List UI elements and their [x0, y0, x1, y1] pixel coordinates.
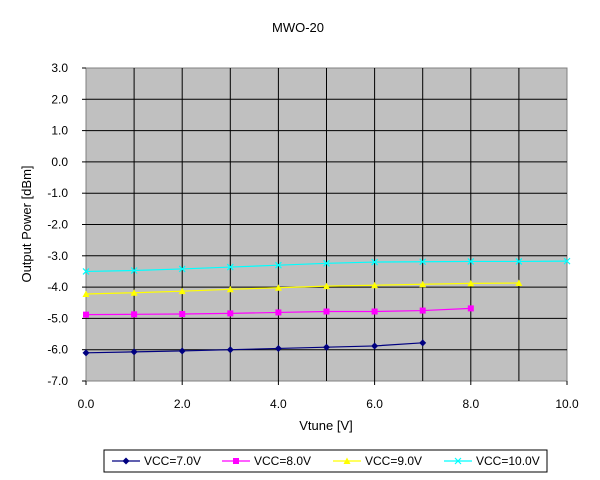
data-point [226, 285, 234, 293]
y-tick-label: 0.0 [51, 155, 68, 169]
data-point [419, 307, 426, 314]
data-point [323, 282, 330, 290]
legend-box [103, 449, 548, 473]
y-tick-label: -4.0 [47, 280, 68, 294]
legend-marker [343, 457, 351, 464]
data-point [563, 257, 571, 265]
series-vcc-9-0v [82, 279, 523, 297]
x-tick-labels: 0.0 2.0 4.0 6.0 8.0 10.0 [78, 381, 579, 411]
series-line [85, 282, 519, 295]
data-point [178, 265, 186, 273]
data-point [226, 263, 234, 271]
data-point [226, 346, 234, 354]
y-tick-label: -5.0 [47, 311, 68, 325]
data-point [274, 284, 282, 291]
y-tick-label: -7.0 [47, 374, 68, 388]
data-point [323, 343, 330, 351]
y-tick-label: 2.0 [51, 92, 68, 106]
data-point [371, 281, 379, 289]
chart-title: MWO-20 [272, 20, 324, 35]
data-point [82, 290, 90, 297]
data-point [227, 310, 234, 317]
data-point [274, 261, 282, 269]
x-axis-label: Vtune [V] [299, 418, 352, 433]
data-point [515, 279, 523, 287]
series-line [85, 342, 423, 354]
y-tick-label: 3.0 [51, 61, 68, 75]
data-point [130, 267, 138, 274]
data-point [178, 287, 186, 295]
data-point [323, 259, 330, 267]
x-tick-label: 0.0 [78, 397, 95, 411]
y-axis-label: Output Power [dBm] [19, 165, 34, 282]
data-point [515, 258, 523, 265]
data-point [274, 344, 282, 352]
y-tick-label: -3.0 [47, 249, 68, 263]
data-point [371, 258, 379, 266]
data-point [275, 309, 282, 316]
data-point [467, 279, 475, 287]
data-point [179, 311, 186, 318]
series-vcc-7-0v [82, 339, 427, 357]
x-tick-label: 2.0 [174, 397, 191, 411]
series-vcc-10-0v [82, 257, 571, 275]
data-point [419, 280, 427, 288]
x-tick-label: 4.0 [270, 397, 287, 411]
data-point [178, 347, 186, 355]
legend-item: VCC=10.0V [444, 454, 540, 468]
y-tick-label: -1.0 [47, 186, 68, 200]
x-tick-label: 8.0 [462, 397, 479, 411]
data-point [419, 258, 427, 266]
legend-item: VCC=7.0V [112, 454, 201, 468]
legend-item: VCC=8.0V [222, 454, 311, 468]
series-layer [82, 257, 571, 357]
legend-marker [454, 457, 462, 465]
legend-label: VCC=9.0V [365, 454, 422, 468]
data-point [82, 349, 90, 357]
legend-item: VCC=9.0V [333, 454, 422, 468]
legend-label: VCC=7.0V [144, 454, 201, 468]
data-point [371, 342, 379, 350]
data-point [131, 311, 138, 318]
legend-marker [122, 457, 130, 465]
data-point [467, 258, 475, 265]
y-tick-label: -6.0 [47, 343, 68, 357]
x-tick-label: 6.0 [366, 397, 383, 411]
legend-marker [233, 458, 239, 464]
y-tick-label: -2.0 [47, 218, 68, 232]
legend: VCC=7.0V VCC=8.0V VCC=9.0V VCC=10.0V [112, 454, 540, 468]
legend-label: VCC=10.0V [476, 454, 540, 468]
data-point [419, 339, 427, 347]
series-vcc-8-0v [83, 305, 474, 318]
y-tick-label: 1.0 [51, 124, 68, 138]
data-point [82, 268, 90, 275]
data-point [130, 348, 138, 356]
data-point [467, 305, 474, 312]
data-point [83, 311, 89, 318]
y-tick-labels: 3.0 2.0 1.0 0.0 -1.0 -2.0 -3.0 -4.0 -5.0 -6.0 -7.0 [47, 61, 86, 388]
x-tick-label: 10.0 [555, 397, 579, 411]
data-point [371, 308, 378, 315]
data-point [323, 308, 330, 315]
legend-label: VCC=8.0V [254, 454, 311, 468]
data-point [130, 289, 138, 296]
